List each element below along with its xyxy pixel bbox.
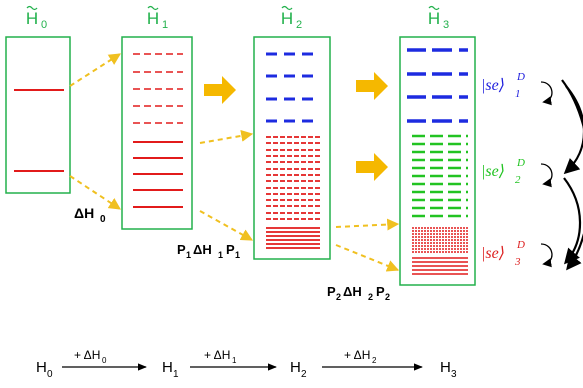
svg-text:0: 0	[102, 356, 107, 365]
stage-box-h3	[399, 36, 476, 286]
sequence-node-h0: H 0	[36, 359, 53, 380]
svg-text:3: 3	[451, 369, 457, 380]
stage-label-main: H	[428, 9, 440, 28]
svg-text:H: H	[36, 359, 47, 376]
sequence-arrow-1: + ΔH 1	[190, 348, 277, 371]
svg-text:ΔH: ΔH	[343, 284, 362, 299]
svg-text:P: P	[327, 284, 336, 299]
svg-text:D: D	[516, 239, 525, 251]
sequence-node-h2: H 2	[290, 359, 307, 380]
sequence-node-h1: H 1	[162, 359, 179, 380]
levels-h3	[407, 48, 468, 275]
perturbation-label-1: P 1 ΔH 1 P 1	[177, 242, 240, 260]
stage-label-h2: H 2	[281, 5, 302, 31]
svg-text:D: D	[516, 71, 525, 83]
svg-text:ΔH: ΔH	[193, 242, 212, 257]
svg-text:H: H	[290, 359, 301, 376]
subspace-label-1: |se⟩ D 1	[481, 71, 525, 100]
svg-text:P: P	[226, 242, 235, 257]
svg-text:D: D	[516, 157, 525, 169]
svg-text:+ ΔH: + ΔH	[74, 348, 100, 362]
stage-label-main: H	[26, 9, 38, 28]
svg-text:1: 1	[235, 250, 240, 260]
block-arrow	[356, 153, 388, 181]
sequence-arrow-2: + ΔH 2	[322, 348, 423, 371]
self-loop-icon	[540, 243, 553, 268]
svg-text:1: 1	[232, 356, 237, 365]
coupling-arcs	[561, 79, 583, 271]
levels-h0	[14, 89, 64, 172]
svg-text:2: 2	[336, 292, 341, 302]
svg-text:H: H	[162, 359, 173, 376]
block-arrow	[356, 72, 388, 100]
stage-box-h2	[253, 36, 331, 260]
svg-text:0: 0	[47, 369, 53, 380]
self-loop-icons	[540, 81, 553, 268]
levels-h2	[266, 52, 320, 249]
svg-text:1: 1	[515, 88, 521, 100]
svg-text:2: 2	[372, 356, 377, 365]
subspace-label-3: |se⟩ D 3	[481, 239, 525, 268]
svg-text:+ ΔH: + ΔH	[204, 348, 230, 362]
svg-text:|se⟩: |se⟩	[481, 245, 505, 262]
svg-text:2: 2	[301, 369, 307, 380]
svg-text:|se⟩: |se⟩	[481, 163, 505, 180]
svg-text:0: 0	[100, 214, 106, 225]
stage-box-h0	[5, 36, 71, 194]
svg-text:2: 2	[385, 292, 390, 302]
svg-text:3: 3	[514, 256, 521, 268]
self-loop-icon	[540, 81, 553, 106]
sequence: H 0 H 1 H 2 H 3 + ΔH 0 + ΔH 1 + ΔH 2	[36, 348, 457, 380]
stage-label-sub: 3	[443, 19, 449, 31]
stage-label-sub: 2	[296, 19, 302, 31]
block-arrow	[204, 76, 236, 104]
stage-label-h0: H 0	[26, 5, 47, 31]
self-loop-icon	[540, 163, 553, 188]
svg-text:ΔH: ΔH	[74, 205, 94, 221]
levels-h1	[133, 53, 183, 208]
svg-text:+ ΔH: + ΔH	[344, 348, 370, 362]
perturbation-label-0: ΔH 0	[74, 205, 106, 225]
svg-text:P: P	[376, 284, 385, 299]
sequence-node-h3: H 3	[440, 359, 457, 380]
stage-box-h1	[121, 36, 193, 230]
stage-label-main: H	[147, 9, 159, 28]
sequence-arrow-0: + ΔH 0	[62, 348, 147, 371]
svg-text:1: 1	[186, 250, 191, 260]
perturbation-label-2: P 2 ΔH 2 P 2	[327, 284, 390, 302]
svg-text:1: 1	[173, 369, 179, 380]
stage-label-sub: 0	[41, 19, 47, 31]
stage-label-sub: 1	[162, 19, 168, 31]
dashed-arrows	[69, 53, 400, 272]
svg-text:1: 1	[218, 250, 223, 260]
block-arrows	[204, 72, 388, 181]
svg-text:H: H	[440, 359, 451, 376]
svg-text:|se⟩: |se⟩	[481, 77, 505, 94]
coupling-arc-icon	[561, 79, 583, 271]
stage-label-h3: H 3	[428, 5, 449, 31]
subspace-label-2: |se⟩ D 2	[481, 157, 525, 186]
svg-text:2: 2	[368, 292, 373, 302]
stage-label-h1: H 1	[147, 5, 168, 31]
svg-text:P: P	[177, 242, 186, 257]
stage-label-main: H	[281, 9, 293, 28]
svg-text:2: 2	[515, 174, 521, 186]
